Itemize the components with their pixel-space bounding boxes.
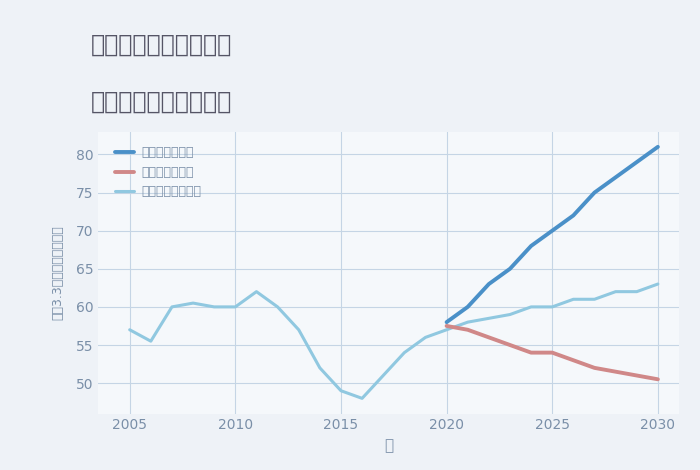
バッドシナリオ [463, 327, 472, 333]
ノーマルシナリオ [569, 297, 577, 302]
グッドシナリオ [506, 266, 514, 272]
ノーマルシナリオ [295, 327, 303, 333]
ノーマルシナリオ [189, 300, 197, 306]
グッドシナリオ [590, 190, 598, 196]
グッドシナリオ [548, 228, 556, 234]
グッドシナリオ [527, 243, 536, 249]
バッドシナリオ [484, 335, 493, 340]
バッドシナリオ [442, 323, 451, 329]
グッドシナリオ [654, 144, 662, 149]
グッドシナリオ [569, 212, 577, 218]
ノーマルシナリオ [633, 289, 641, 295]
X-axis label: 年: 年 [384, 438, 393, 453]
バッドシナリオ [633, 373, 641, 378]
ノーマルシナリオ [210, 304, 218, 310]
ノーマルシナリオ [168, 304, 176, 310]
ノーマルシナリオ [654, 281, 662, 287]
グッドシナリオ [633, 159, 641, 165]
ノーマルシナリオ [611, 289, 620, 295]
ノーマルシナリオ [146, 338, 155, 344]
Text: 中古戸建ての価格推移: 中古戸建ての価格推移 [91, 89, 232, 113]
ノーマルシナリオ [231, 304, 239, 310]
ノーマルシナリオ [337, 388, 345, 393]
グッドシナリオ [463, 304, 472, 310]
Line: バッドシナリオ: バッドシナリオ [447, 326, 658, 379]
ノーマルシナリオ [400, 350, 409, 355]
バッドシナリオ [527, 350, 536, 355]
グッドシナリオ [611, 174, 620, 180]
Y-axis label: 坪（3.3㎡）単価（万円）: 坪（3.3㎡）単価（万円） [51, 225, 64, 320]
バッドシナリオ [590, 365, 598, 371]
ノーマルシナリオ [506, 312, 514, 317]
Legend: グッドシナリオ, バッドシナリオ, ノーマルシナリオ: グッドシナリオ, バッドシナリオ, ノーマルシナリオ [110, 141, 206, 204]
ノーマルシナリオ [379, 373, 387, 378]
ノーマルシナリオ [252, 289, 260, 295]
バッドシナリオ [611, 369, 620, 375]
ノーマルシナリオ [463, 319, 472, 325]
ノーマルシナリオ [421, 335, 430, 340]
ノーマルシナリオ [125, 327, 134, 333]
ノーマルシナリオ [358, 396, 366, 401]
バッドシナリオ [548, 350, 556, 355]
バッドシナリオ [569, 357, 577, 363]
ノーマルシナリオ [590, 297, 598, 302]
ノーマルシナリオ [316, 365, 324, 371]
ノーマルシナリオ [274, 304, 282, 310]
Line: グッドシナリオ: グッドシナリオ [447, 147, 658, 322]
バッドシナリオ [654, 376, 662, 382]
ノーマルシナリオ [442, 327, 451, 333]
Text: 三重県鳥羽市相差町の: 三重県鳥羽市相差町の [91, 33, 232, 57]
グッドシナリオ [442, 319, 451, 325]
Line: ノーマルシナリオ: ノーマルシナリオ [130, 284, 658, 399]
グッドシナリオ [484, 281, 493, 287]
ノーマルシナリオ [527, 304, 536, 310]
バッドシナリオ [506, 342, 514, 348]
ノーマルシナリオ [484, 315, 493, 321]
ノーマルシナリオ [548, 304, 556, 310]
